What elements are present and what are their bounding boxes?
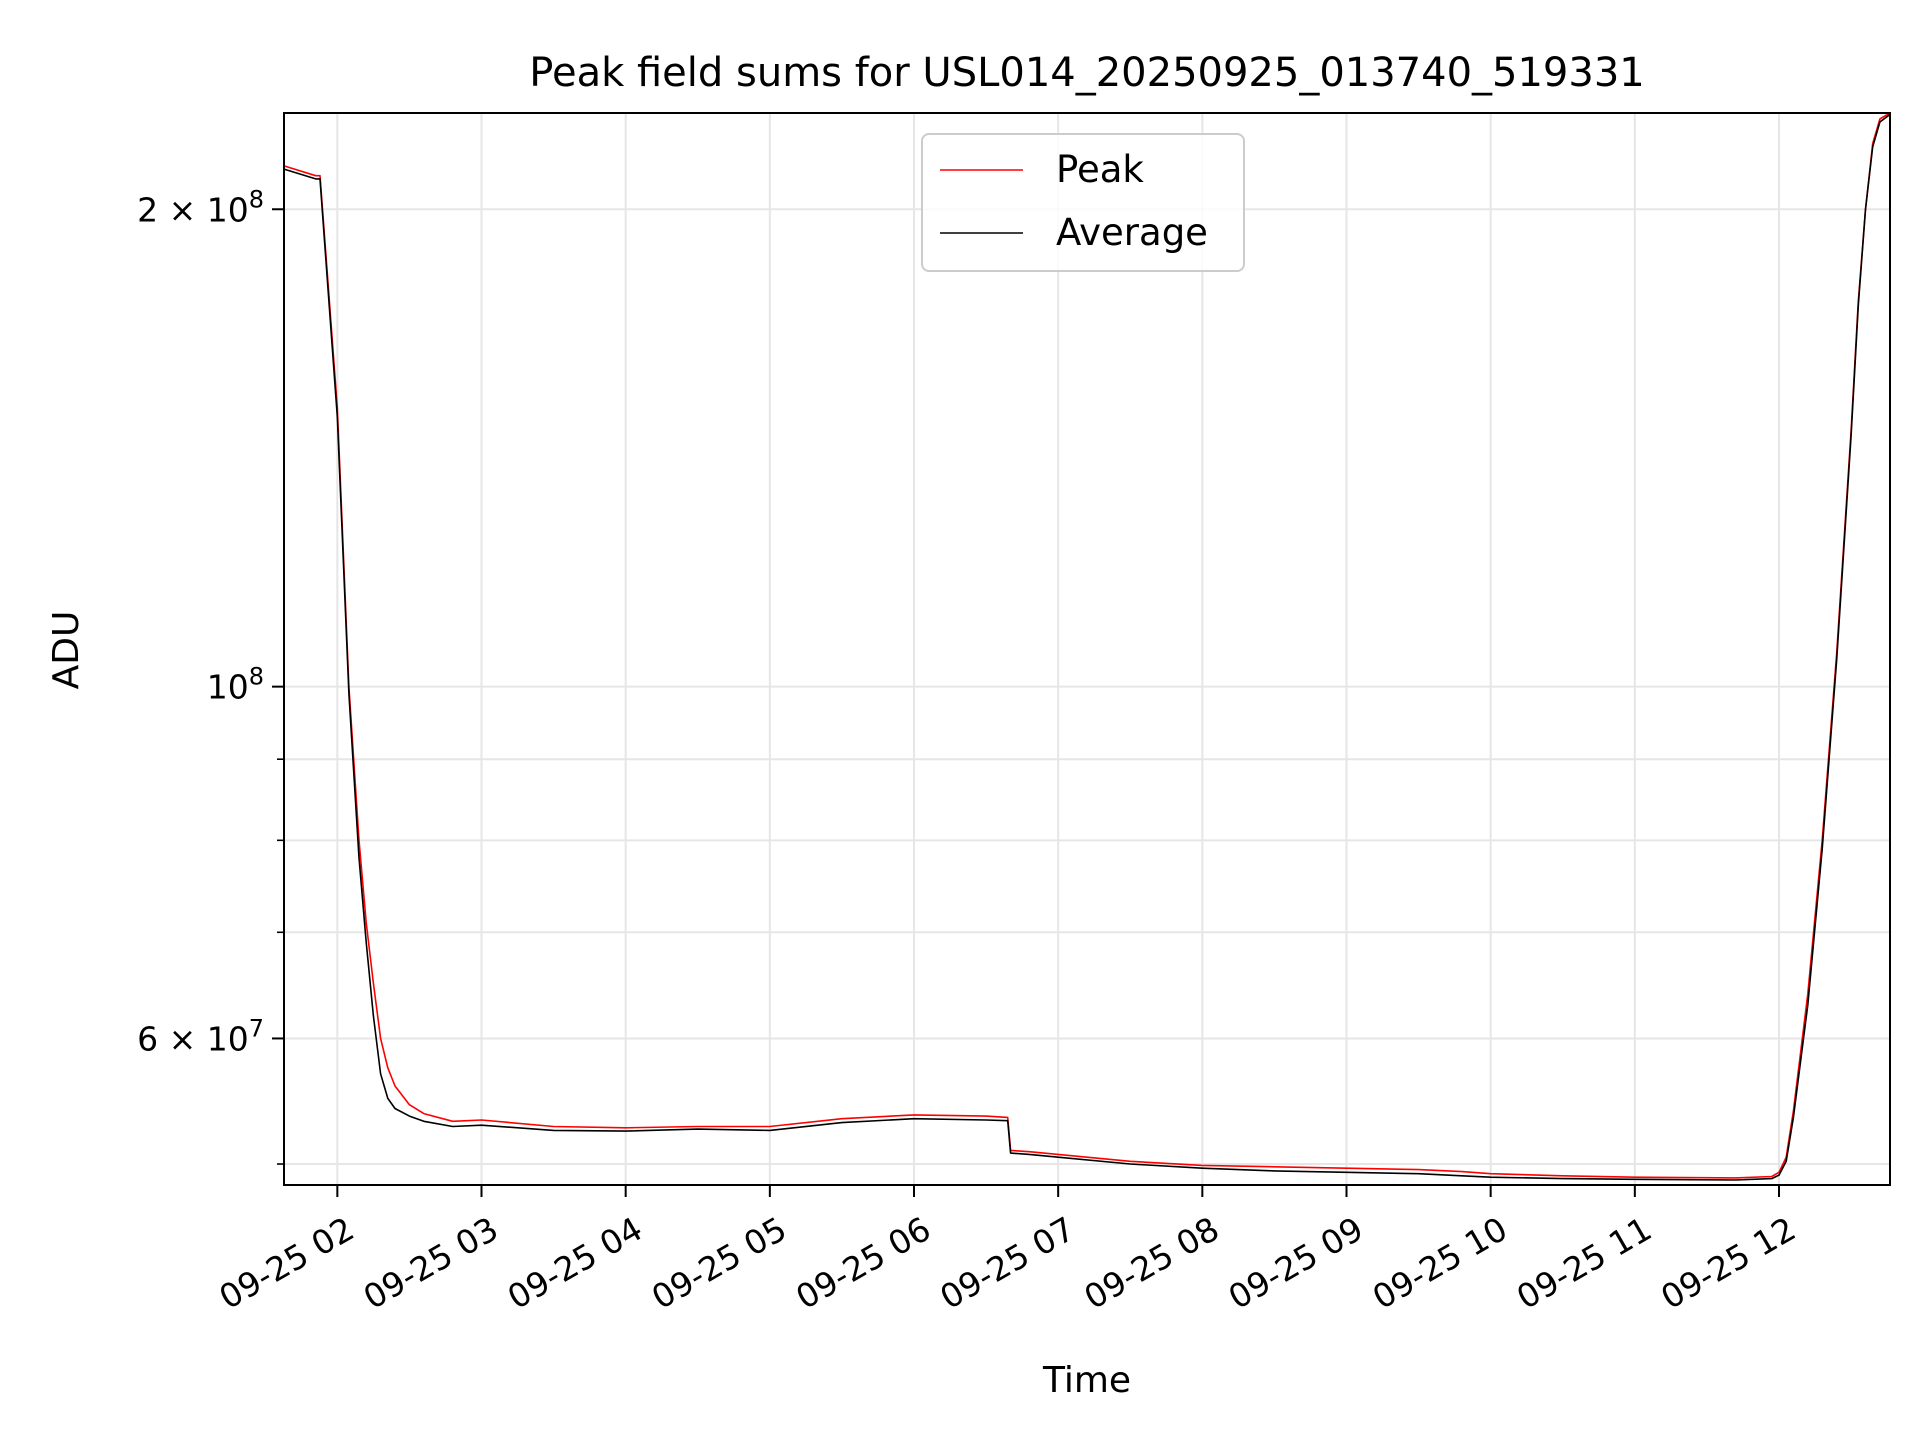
y-tick-label: 6 × 107: [137, 1014, 264, 1058]
series-layer: [283, 112, 1891, 1181]
x-axis-label: Time: [1042, 1360, 1131, 1401]
y-axis-label: ADU: [46, 611, 87, 690]
series-line-average: [283, 113, 1891, 1181]
chart-title: Peak field sums for USL014_20250925_0137…: [529, 50, 1644, 96]
legend-box: [921, 133, 1245, 272]
legend-label-peak: Peak: [1056, 148, 1144, 191]
series-line-peak: [283, 112, 1891, 1179]
legend: Peak Average: [921, 133, 1245, 272]
y-tick-label: 108: [207, 663, 264, 707]
axes-frame: [283, 112, 1891, 1186]
legend-label-average: Average: [1056, 211, 1208, 254]
y-tick-label: 2 × 108: [137, 185, 264, 229]
